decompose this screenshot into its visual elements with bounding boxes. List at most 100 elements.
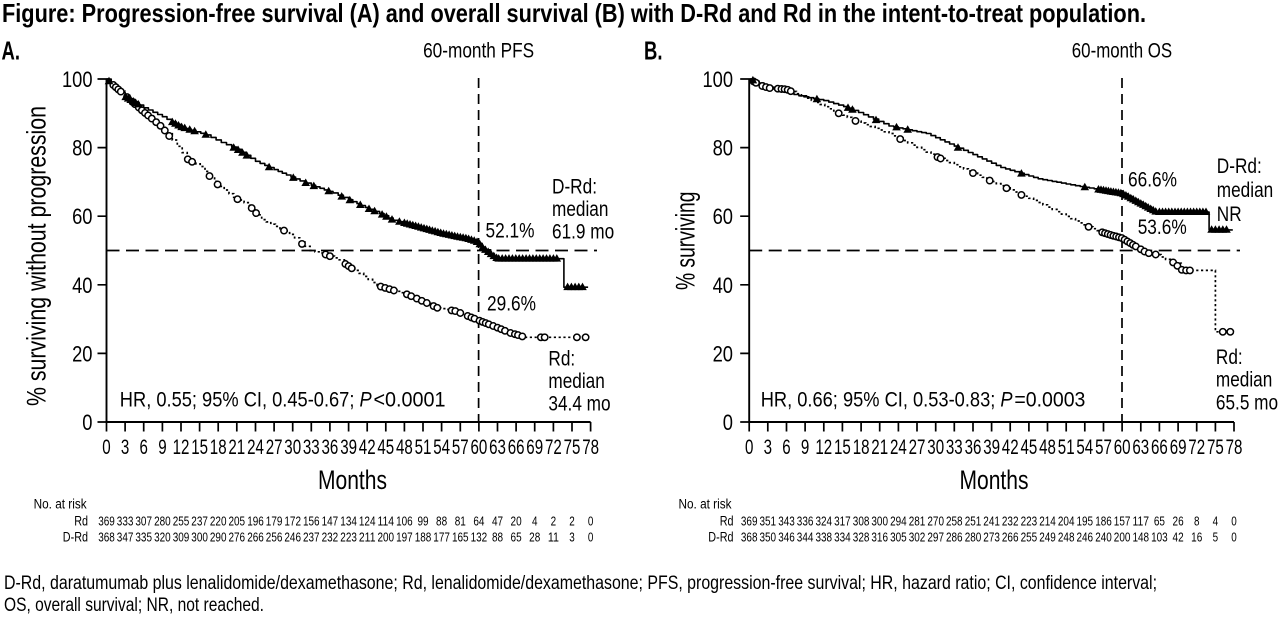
svg-text:165: 165 <box>452 530 469 545</box>
svg-text:69: 69 <box>1170 436 1187 459</box>
svg-text:0: 0 <box>82 410 92 435</box>
svg-text:300: 300 <box>871 513 888 528</box>
svg-text:78: 78 <box>582 436 599 459</box>
svg-text:196: 196 <box>247 513 264 528</box>
svg-text:12: 12 <box>173 436 190 459</box>
svg-text:368: 368 <box>741 530 758 545</box>
svg-text:27: 27 <box>909 436 926 459</box>
svg-text:median: median <box>1216 368 1272 392</box>
svg-text:241: 241 <box>983 513 1000 528</box>
svg-text:336: 336 <box>797 513 814 528</box>
svg-text:211: 211 <box>359 530 376 545</box>
svg-text:60: 60 <box>713 204 733 229</box>
svg-text:188: 188 <box>415 530 432 545</box>
svg-text:OS, overall survival; NR, not: OS, overall survival; NR, not reached. <box>4 595 264 616</box>
svg-text:100: 100 <box>703 67 734 92</box>
svg-text:=0.0003: =0.0003 <box>1014 388 1085 412</box>
svg-text:134: 134 <box>340 513 357 528</box>
svg-text:66: 66 <box>508 436 525 459</box>
svg-text:316: 316 <box>871 530 888 545</box>
svg-text:132: 132 <box>471 530 488 545</box>
svg-text:60: 60 <box>471 436 488 459</box>
svg-text:48: 48 <box>1039 436 1056 459</box>
svg-text:6: 6 <box>140 436 148 459</box>
svg-text:11: 11 <box>548 530 559 545</box>
svg-text:0: 0 <box>723 410 733 435</box>
svg-text:237: 237 <box>191 513 208 528</box>
svg-text:0: 0 <box>588 513 594 528</box>
svg-text:36: 36 <box>965 436 982 459</box>
svg-text:51: 51 <box>415 436 432 459</box>
svg-text:40: 40 <box>72 273 92 298</box>
svg-text:52.1%: 52.1% <box>486 219 535 243</box>
svg-text:12: 12 <box>815 436 832 459</box>
svg-text:3: 3 <box>764 436 772 459</box>
svg-text:24: 24 <box>247 436 264 459</box>
svg-text:Months: Months <box>318 465 387 495</box>
svg-text:246: 246 <box>284 530 301 545</box>
svg-text:66: 66 <box>1151 436 1168 459</box>
svg-text:75: 75 <box>564 436 581 459</box>
svg-text:No. at risk: No. at risk <box>34 497 87 512</box>
svg-text:328: 328 <box>853 530 870 545</box>
svg-text:106: 106 <box>396 513 413 528</box>
svg-text:117: 117 <box>1133 513 1150 528</box>
svg-text:344: 344 <box>797 530 814 545</box>
svg-text:36: 36 <box>322 436 339 459</box>
svg-text:42: 42 <box>1173 530 1184 545</box>
svg-text:2: 2 <box>551 513 557 528</box>
svg-text:15: 15 <box>834 436 851 459</box>
svg-text:28: 28 <box>529 530 540 545</box>
svg-text:45: 45 <box>377 436 394 459</box>
svg-text:232: 232 <box>322 530 339 545</box>
svg-text:317: 317 <box>834 513 851 528</box>
svg-text:21: 21 <box>871 436 888 459</box>
svg-text:P: P <box>1000 388 1013 412</box>
svg-text:26: 26 <box>1173 513 1184 528</box>
svg-text:NR: NR <box>1217 202 1242 226</box>
svg-text:280: 280 <box>965 530 982 545</box>
svg-text:No. at risk: No. at risk <box>679 497 732 512</box>
svg-text:195: 195 <box>1077 513 1094 528</box>
svg-text:300: 300 <box>191 530 208 545</box>
svg-text:320: 320 <box>154 530 171 545</box>
svg-text:4: 4 <box>1213 513 1219 528</box>
svg-text:179: 179 <box>266 513 283 528</box>
svg-text:200: 200 <box>378 530 395 545</box>
svg-text:256: 256 <box>266 530 283 545</box>
svg-text:249: 249 <box>1039 530 1056 545</box>
svg-text:60-month OS: 60-month OS <box>1072 39 1172 63</box>
svg-text:20: 20 <box>72 341 92 366</box>
svg-text:251: 251 <box>965 513 982 528</box>
svg-text:42: 42 <box>1002 436 1019 459</box>
svg-text:20: 20 <box>511 513 522 528</box>
svg-text:63: 63 <box>1132 436 1149 459</box>
svg-text:172: 172 <box>284 513 301 528</box>
svg-text:80: 80 <box>72 136 92 161</box>
svg-text:280: 280 <box>154 513 171 528</box>
svg-text:40: 40 <box>713 273 733 298</box>
svg-text:6: 6 <box>782 436 790 459</box>
svg-text:18: 18 <box>853 436 870 459</box>
svg-text:338: 338 <box>816 530 833 545</box>
svg-text:294: 294 <box>890 513 907 528</box>
svg-text:368: 368 <box>98 530 115 545</box>
svg-text:65: 65 <box>511 530 522 545</box>
svg-text:24: 24 <box>890 436 907 459</box>
svg-text:66.6%: 66.6% <box>1128 168 1177 192</box>
svg-text:75: 75 <box>1207 436 1224 459</box>
svg-text:309: 309 <box>173 530 190 545</box>
svg-text:29.6%: 29.6% <box>487 292 536 316</box>
svg-text:103: 103 <box>1151 530 1168 545</box>
svg-text:205: 205 <box>229 513 246 528</box>
svg-text:Rd:: Rd: <box>1216 345 1243 369</box>
svg-text:0: 0 <box>745 436 753 459</box>
svg-text:240: 240 <box>1095 530 1112 545</box>
svg-text:51: 51 <box>1058 436 1075 459</box>
svg-text:297: 297 <box>927 530 944 545</box>
svg-text:Months: Months <box>960 465 1029 495</box>
svg-text:148: 148 <box>1133 530 1150 545</box>
svg-text:270: 270 <box>927 513 944 528</box>
svg-text:351: 351 <box>760 513 777 528</box>
svg-text:20: 20 <box>713 341 733 366</box>
